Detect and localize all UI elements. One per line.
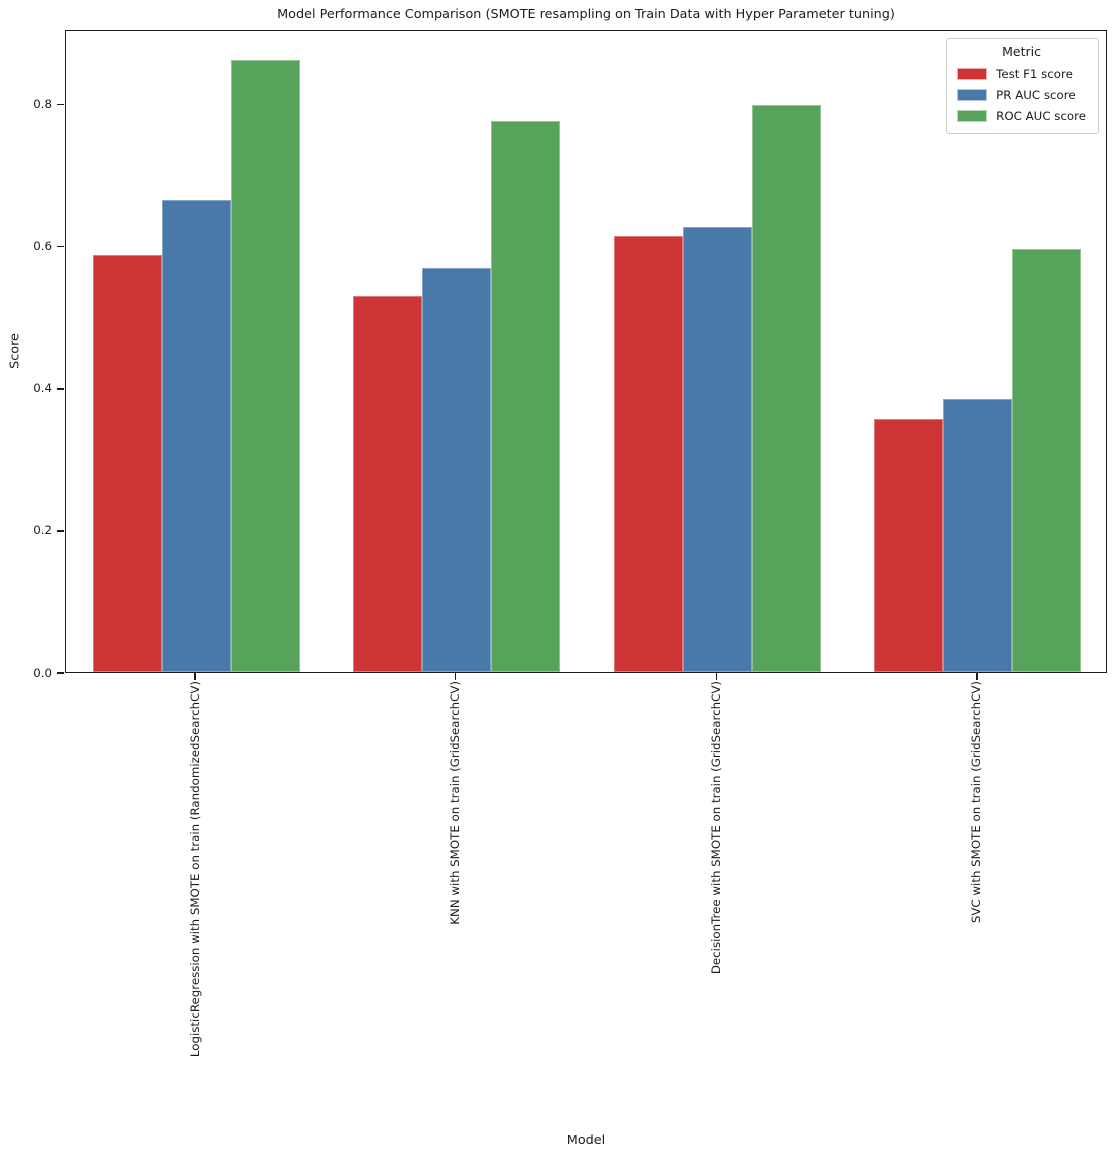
x-axis-label: Model bbox=[566, 1133, 606, 1148]
y-tick-mark-0 bbox=[57, 672, 64, 674]
y-tick-label-0: 0.0 bbox=[33, 665, 52, 680]
y-tick-mark-3 bbox=[57, 245, 64, 248]
bar-pr-auc-score-3 bbox=[943, 398, 1013, 672]
bar-test-f1-score-1 bbox=[353, 296, 423, 672]
y-tick-mark-1 bbox=[57, 530, 64, 532]
legend: Metric Test F1 score PR AUC score ROC AUC … bbox=[946, 38, 1099, 134]
plot-area: Metric Test F1 score PR AUC score ROC AUC … bbox=[65, 30, 1107, 673]
legend-item-test-f1-score: Test F1 score bbox=[957, 63, 1086, 84]
legend-swatch-pr-auc-score bbox=[957, 88, 988, 101]
chart-title: Model Performance Comparison (SMOTE resa… bbox=[277, 7, 895, 22]
bar-test-f1-score-0 bbox=[92, 254, 162, 672]
x-tick-label-0: LogisticRegression with SMOTE on train (… bbox=[187, 681, 202, 1058]
x-tick-mark-3 bbox=[976, 673, 978, 680]
legend-item-roc-auc-score: ROC AUC score bbox=[957, 105, 1086, 126]
legend-items: Test F1 score PR AUC score ROC AUC score bbox=[957, 63, 1086, 126]
bar-pr-auc-score-1 bbox=[422, 268, 492, 672]
legend-item-label-pr-auc-score: PR AUC score bbox=[996, 87, 1076, 102]
legend-swatch-roc-auc-score bbox=[957, 109, 988, 122]
x-tick-label-2: DecisionTree with SMOTE on train (GridSe… bbox=[708, 681, 723, 975]
bar-roc-auc-score-3 bbox=[1012, 249, 1082, 672]
x-tick-mark-0 bbox=[194, 673, 196, 680]
x-tick-mark-2 bbox=[715, 673, 718, 680]
legend-swatch-test-f1-score bbox=[957, 67, 988, 80]
bar-test-f1-score-2 bbox=[613, 235, 683, 672]
x-tick-label-1: KNN with SMOTE on train (GridSearchCV) bbox=[448, 681, 463, 925]
x-tick-mark-1 bbox=[454, 673, 457, 680]
y-tick-mark-4 bbox=[57, 103, 64, 106]
legend-item-pr-auc-score: PR AUC score bbox=[957, 84, 1086, 105]
bar-roc-auc-score-0 bbox=[230, 59, 300, 672]
y-tick-label-2: 0.4 bbox=[33, 381, 52, 396]
y-tick-label-3: 0.6 bbox=[33, 239, 52, 254]
y-tick-label-4: 0.8 bbox=[33, 97, 52, 112]
bar-roc-auc-score-1 bbox=[491, 120, 561, 672]
bar-test-f1-score-3 bbox=[874, 419, 944, 672]
legend-item-label-roc-auc-score: ROC AUC score bbox=[996, 108, 1086, 123]
bar-pr-auc-score-2 bbox=[682, 227, 752, 672]
y-tick-label-1: 0.2 bbox=[33, 523, 52, 538]
y-axis-label: Score bbox=[7, 333, 23, 369]
legend-item-label-test-f1-score: Test F1 score bbox=[996, 66, 1073, 81]
legend-title: Metric bbox=[1002, 44, 1041, 59]
y-tick-mark-2 bbox=[57, 388, 64, 390]
bar-pr-auc-score-0 bbox=[161, 199, 231, 672]
x-tick-label-3: SVC with SMOTE on train (GridSearchCV) bbox=[969, 681, 984, 924]
bar-roc-auc-score-2 bbox=[751, 105, 821, 672]
